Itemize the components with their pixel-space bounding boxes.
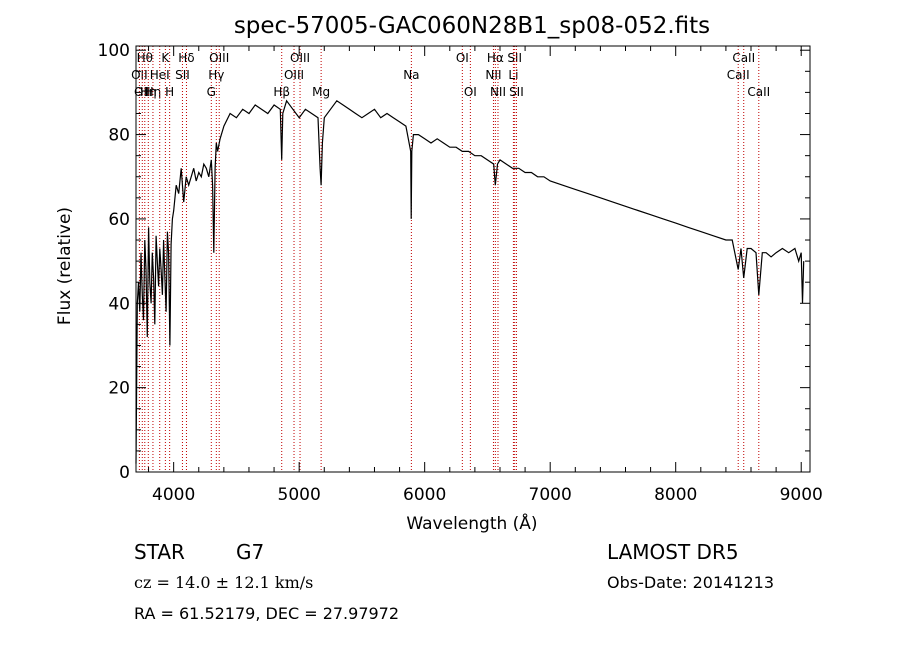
marker-label: CaII <box>747 85 770 99</box>
marker-label: OIII <box>284 68 304 82</box>
y-tick-label: 0 <box>119 463 130 483</box>
marker-label: NII <box>490 85 506 99</box>
object-subclass-label: G7 <box>236 540 265 564</box>
plot-frame <box>135 45 811 473</box>
x-tick-label: 6000 <box>403 485 446 505</box>
marker-label: OIII <box>209 51 229 65</box>
x-tick-label: 5000 <box>278 485 321 505</box>
marker-label: Mg <box>312 85 330 99</box>
marker-label: OIII <box>290 51 310 65</box>
axes: 4000 5000 6000 7000 8000 9000 0 20 40 60 80 100 <box>98 41 823 505</box>
marker-label: CaII <box>732 51 755 65</box>
y-tick-label: 20 <box>108 379 130 399</box>
marker-label: Hγ <box>208 68 224 82</box>
y-tick-label: 40 <box>108 294 130 314</box>
observation-date: Obs-Date: 20141213 <box>607 573 775 592</box>
marker-label: OII <box>134 85 151 99</box>
redshift-velocity: cz = 14.0 ± 12.1 km/s <box>134 573 314 592</box>
marker-label: Hθ <box>137 51 153 65</box>
marker-label: SII <box>509 85 524 99</box>
object-class-label: STAR <box>134 540 185 564</box>
marker-label: SII <box>175 68 190 82</box>
chart-title: spec-57005-GAC060N28B1_sp08-052.fits <box>234 13 710 39</box>
x-tick-label: 7000 <box>529 485 572 505</box>
y-tick-label: 100 <box>98 41 130 61</box>
spectral-line-markers: OIIOIIHθHηHηHeIKHSIIHδGHγOIIIHβOIIIOIIIM… <box>131 46 770 472</box>
marker-label: Hδ <box>178 51 194 65</box>
marker-label: H <box>165 85 174 99</box>
survey-label: LAMOST DR5 <box>607 540 739 564</box>
coordinates: RA = 61.52179, DEC = 27.97972 <box>134 604 400 623</box>
x-tick-label: 9000 <box>780 485 823 505</box>
marker-label: NII <box>485 68 501 82</box>
marker-label: HeI <box>150 68 170 82</box>
x-tick-label: 4000 <box>152 485 195 505</box>
marker-label: OII <box>131 68 148 82</box>
marker-label: OI <box>464 85 477 99</box>
y-axis-label: Flux (relative) <box>55 207 75 325</box>
y-tick-label: 60 <box>108 210 130 230</box>
marker-label: Li <box>508 68 518 82</box>
x-tick-label: 8000 <box>654 485 697 505</box>
x-axis-label: Wavelength (Å) <box>406 512 537 534</box>
marker-label: SII <box>507 51 522 65</box>
marker-label: Hα <box>487 51 504 65</box>
marker-label: OI <box>456 51 469 65</box>
marker-label: K <box>161 51 170 65</box>
marker-label: G <box>207 85 216 99</box>
marker-label: Hη <box>145 85 162 99</box>
marker-label: Hβ <box>273 85 290 99</box>
y-tick-label: 80 <box>108 126 130 146</box>
marker-label: CaII <box>727 68 750 82</box>
marker-label: Na <box>403 68 419 82</box>
spectrum-series-line <box>135 99 805 464</box>
